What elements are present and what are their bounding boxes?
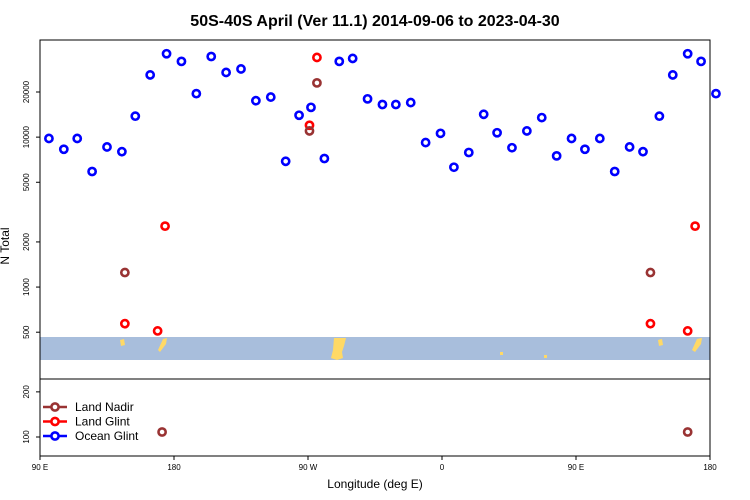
legend-label: Land Nadir [75,400,134,414]
point-ocean-glint [116,146,127,157]
y-tick-label: 5000 [22,173,31,191]
point-ocean-glint [654,111,665,122]
point-ocean-glint [362,93,373,104]
land-blob [158,338,167,352]
axes: 90 E 180 90 W 0 90 E 180 100 200 500 1000 2000 5000… [22,39,717,472]
point-ocean-glint [420,137,431,148]
y-axis-label: N Total [0,227,12,264]
x-tick-label: 90 W [299,463,318,472]
point-ocean-glint [435,128,446,139]
point-ocean-glint [72,133,83,144]
point-ocean-glint [44,133,54,144]
legend-label: Ocean Glint [75,429,139,443]
point-ocean-glint [347,53,358,64]
point-ocean-glint [306,102,316,113]
point-ocean-glint [236,64,246,74]
legend-label: Land Glint [75,415,130,429]
point-ocean-glint [463,147,474,158]
point-ocean-glint [711,88,721,99]
legend-marker [50,431,60,441]
point-ocean-glint [319,153,330,164]
point-ocean-glint [377,99,388,110]
x-tick-label: 180 [167,463,181,472]
map-strip [40,337,710,360]
point-ocean-glint [280,156,291,167]
y-tick-label: 10000 [22,125,31,148]
land-blob [331,338,346,360]
y-tick-label: 500 [22,325,31,339]
point-ocean-glint [102,142,112,152]
plot-frame [39,39,711,457]
point-ocean-glint [521,126,532,136]
data-points [44,48,721,437]
point-land-glint [682,326,693,336]
point-ocean-glint [667,70,678,80]
point-ocean-glint [334,56,345,67]
point-ocean-glint [478,109,489,120]
point-ocean-glint [594,133,605,144]
x-tick-label: 90 E [568,463,584,472]
point-ocean-glint [58,144,69,155]
x-tick-label: 180 [703,463,717,472]
land-blob [658,339,663,346]
point-ocean-glint [580,144,590,155]
land-blob [692,338,702,352]
point-land-nadir [157,427,167,437]
point-ocean-glint [609,166,620,177]
point-ocean-glint [161,48,172,59]
point-land-nadir [304,126,315,136]
point-ocean-glint [624,142,635,152]
point-land-glint [152,326,163,336]
point-ocean-glint [294,110,304,121]
point-ocean-glint [492,127,502,138]
ocean-band [40,337,710,360]
point-ocean-glint [130,111,141,122]
point-land-glint [304,120,315,131]
point-ocean-glint [507,142,517,153]
point-ocean-glint [696,56,706,67]
y-tick-label: 100 [22,430,31,444]
point-land-glint [645,318,656,329]
legend-marker [50,402,60,412]
y-tick-label: 200 [22,385,31,399]
land-blob [500,352,503,355]
point-land-glint [160,221,170,232]
point-ocean-glint [250,95,261,106]
chart-title: 50S-40S April (Ver 11.1) 2014-09-06 to 2… [190,13,560,30]
point-ocean-glint [449,162,459,173]
x-tick-label: 0 [440,463,445,472]
point-ocean-glint [145,70,156,80]
point-ocean-glint [551,150,562,161]
point-land-nadir [119,267,130,278]
point-ocean-glint [176,56,187,67]
point-land-nadir [682,427,693,437]
point-land-nadir [312,77,322,88]
y-tick-label: 1000 [22,278,31,296]
point-land-nadir [645,267,656,278]
point-land-glint [690,221,701,232]
point-land-glint [312,52,322,63]
point-ocean-glint [638,146,648,157]
y-tick-label: 2000 [22,232,31,250]
x-axis-label: Longitude (deg E) [327,477,422,491]
point-ocean-glint [566,133,577,144]
point-ocean-glint [265,92,276,102]
land-blob [544,355,547,358]
point-ocean-glint [405,97,416,108]
point-ocean-glint [682,48,693,59]
point-ocean-glint [221,67,232,78]
y-tick-label: 20000 [22,80,31,103]
legend-marker [50,416,60,427]
point-ocean-glint [87,166,98,177]
point-ocean-glint [390,99,401,110]
point-ocean-glint [191,88,202,99]
point-ocean-glint [206,51,217,62]
land-blob [120,339,125,346]
point-land-glint [119,318,130,329]
x-tick-label: 90 E [32,463,48,472]
point-ocean-glint [536,112,547,123]
